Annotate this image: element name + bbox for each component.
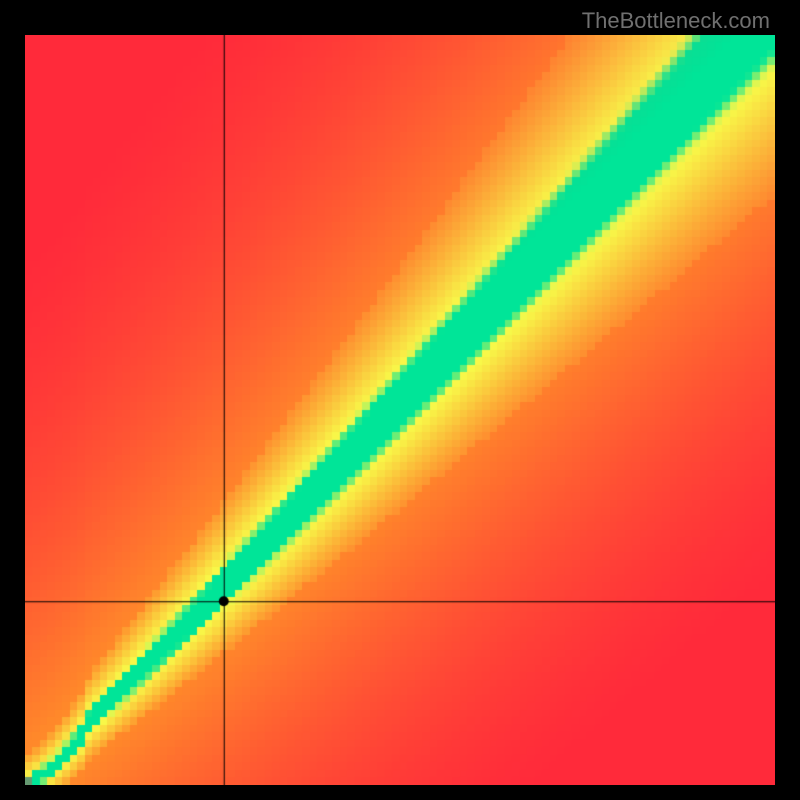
bottleneck-heatmap bbox=[25, 35, 775, 785]
watermark-text: TheBottleneck.com bbox=[582, 8, 770, 34]
